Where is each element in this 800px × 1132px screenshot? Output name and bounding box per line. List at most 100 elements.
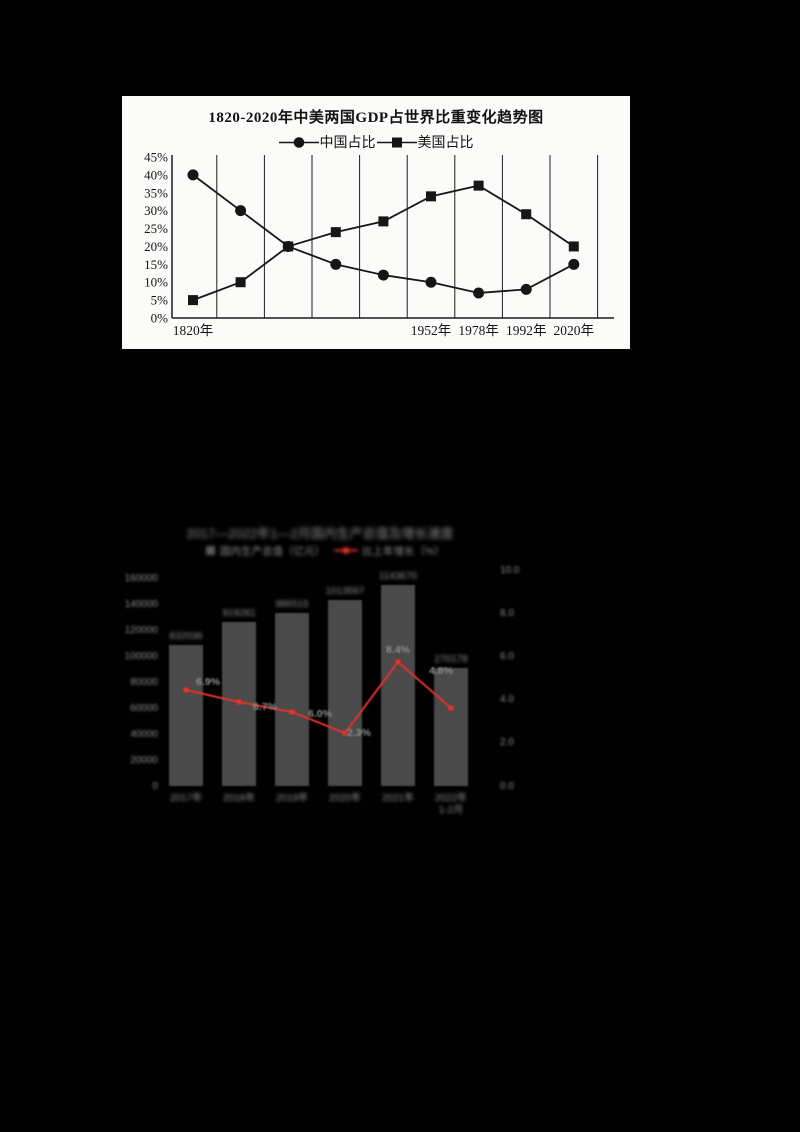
gdp-bar [275,613,309,786]
x-tick-label: 1992年 [506,323,547,338]
line-legend-label: 比上年增长（%） [362,545,445,558]
legend-label-china: 中国占比 [319,136,376,151]
growth-value-labels: 6.9% 6.7% 6.0% 2.3% 8.4% 4.8% [196,644,454,739]
bar-value-labels: 832036 919281 986515 1013567 1143670 270178 [169,571,468,665]
gdp-bars [169,585,468,786]
x-category-label: 2019年 [276,791,308,804]
right-axis-tick: 0.0 [500,781,514,792]
left-axis-tick: 40000 [130,729,158,740]
china-data-point [377,269,389,281]
us-data-point [378,216,389,227]
left-axis-tick: 140000 [125,599,159,610]
china-data-point [520,283,532,295]
gdp-world-share-chart-panel: 1820-2020年中美两国GDP占世界比重变化趋势图 中国占比 美国占比 45… [122,96,630,349]
china-data-point [473,287,485,299]
growth-value-label: 4.8% [429,665,454,677]
chart2-title: 2017—2022年1—2月国内生产总值及增长速度 [186,526,453,541]
us-data-point [426,191,436,202]
right-axis-tick: 6.0 [500,651,514,662]
x-category-label: 2020年 [329,791,361,804]
left-axis-tick: 80000 [130,677,158,688]
growth-data-point [289,709,295,715]
left-axis-tick: 120000 [125,625,159,636]
bar-value-label: 1013567 [326,586,365,597]
legend-square [391,137,402,147]
gdp-bar [381,585,415,786]
china-data-point [187,169,199,181]
gdp-bar [328,600,362,786]
y-tick-label: 30% [144,203,168,218]
legend-item-us: 美国占比 [376,132,474,152]
china-data-point [568,258,580,270]
right-axis-tick: 8.0 [500,608,514,619]
axis-tick-labels: 160000 140000 120000 100000 80000 60000 40000 2… [125,565,520,792]
growth-value-label: 6.0% [308,708,333,720]
chart2-dynamic-content: 160000 140000 120000 100000 80000 60000 40000 2… [125,565,520,816]
bar-value-label: 1143670 [379,571,418,582]
us-data-point [330,227,341,238]
china-data-point [235,205,247,217]
gdp-growth-chart-panel: 2017—2022年1—2月国内生产总值及增长速度 国内生产总值（亿元） 比上年… [110,520,530,820]
bar-value-label: 832036 [169,631,203,642]
x-tick-label: 1978年 [458,323,499,338]
china-data-point [330,258,342,270]
growth-value-label: 6.9% [196,676,221,688]
x-category-label: 2017年 [170,791,202,804]
us-data-point [283,241,294,252]
legend-label-us: 美国占比 [417,136,474,151]
chart2-plot: 2017—2022年1—2月国内生产总值及增长速度 国内生产总值（亿元） 比上年… [125,526,520,816]
right-axis-tick: 2.0 [500,737,514,748]
y-tick-label: 5% [151,293,169,308]
left-axis-tick: 20000 [130,755,158,766]
chart2-title-group: 2017—2022年1—2月国内生产总值及增长速度 [186,526,453,541]
y-tick-label: 35% [144,185,168,200]
x-tick-label: 2020年 [554,323,595,338]
line-legend-marker [343,547,349,554]
growth-value-label: 2.3% [347,727,372,739]
y-tick-label: 0% [151,311,169,326]
growth-line [183,659,454,736]
china-circle-marker-icon [278,136,319,148]
left-axis-tick: 160000 [125,573,159,584]
y-tick-label: 15% [144,257,168,272]
chart1-legend: 中国占比 美国占比 [122,132,630,152]
left-axis-tick: 60000 [130,703,158,714]
x-tick-label: 1820年 [173,323,214,338]
x-category-label: 1-2月 [439,804,463,816]
x-category-label: 2021年 [382,791,414,804]
y-tick-label: 40% [144,167,168,182]
x-axis-labels: 2017年 2018年 2019年 2020年 2021年 2022年1-2月 [170,791,467,816]
china-data-point [425,276,437,288]
us-share-line [192,184,575,301]
x-category-label: 2022年 [435,791,467,804]
bar-value-label: 270178 [434,654,468,665]
left-axis-tick: 0 [152,781,158,792]
growth-data-point [236,699,242,705]
bar-legend-swatch [206,546,215,555]
left-axis-tick: 100000 [125,651,159,662]
legend-item-china: 中国占比 [278,132,376,152]
us-square-marker-icon [376,137,417,147]
y-tick-label: 20% [144,239,168,254]
gdp-bar [169,645,203,786]
right-axis-tick: 10.0 [500,565,520,576]
growth-data-point [342,730,348,736]
bar-value-label: 986515 [275,599,309,610]
y-tick-label: 25% [144,221,168,236]
y-tick-label: 10% [144,275,168,290]
us-data-point [473,180,484,191]
legend-circle [293,136,304,148]
us-data-point [521,209,532,220]
us-data-point [188,295,198,306]
growth-value-label: 8.4% [386,644,411,656]
growth-rate-line [185,660,452,735]
growth-value-label: 6.7% [253,701,278,713]
chart1-title: 1820-2020年中美两国GDP占世界比重变化趋势图 [208,110,544,126]
us-data-point [235,277,246,288]
growth-data-point [183,687,189,693]
chart2-legend: 国内生产总值（亿元） 比上年增长（%） [206,545,445,558]
gdp-bar [434,668,468,786]
bar-value-label: 919281 [222,608,256,619]
growth-data-point [395,659,401,665]
x-tick-label: 1952年 [411,323,452,338]
